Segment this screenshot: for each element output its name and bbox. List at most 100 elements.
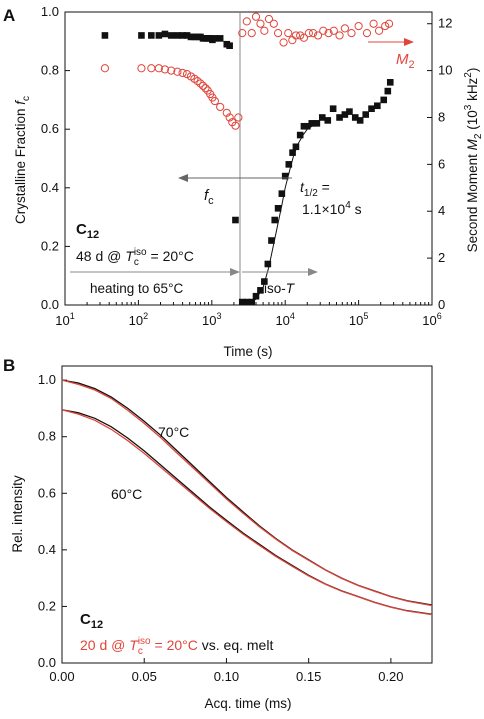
panel-a-chart: 101 102 103 104 105 106 0.00.20.40.60.81.0 02…	[13, 4, 484, 359]
fc-point	[289, 149, 296, 156]
fc-point	[329, 105, 337, 112]
fc-point	[285, 161, 293, 168]
m2-point	[216, 102, 225, 112]
fc-point	[278, 190, 286, 197]
fc-point	[252, 292, 260, 300]
panel-a-m2-series	[100, 12, 394, 130]
panel-b-y-ticks: 0.0 0.2 0.4 0.6 0.8 1.0	[38, 372, 67, 670]
m2-arrowhead	[404, 38, 414, 46]
fc-point	[243, 298, 251, 306]
m2-point	[362, 28, 372, 38]
a-y-left-tick-label: 0.6	[41, 121, 59, 136]
m2-point	[291, 31, 301, 40]
b-x-tick-label: 0.10	[214, 669, 239, 684]
fc-point	[232, 216, 239, 224]
a-y-right-tick-label: 12	[438, 16, 452, 31]
fc-point	[356, 117, 364, 124]
sample-a-label: C12	[76, 221, 99, 241]
a-y-left-tick-label: 1.0	[41, 4, 59, 19]
panel-a-x-ticks: 101 102 103 104 105 106	[55, 300, 442, 328]
m2-point	[304, 28, 313, 38]
fc-point	[324, 117, 332, 124]
m2-point	[374, 26, 384, 35]
m2-point	[222, 108, 231, 117]
b-x-tick-label: 0.20	[378, 669, 403, 684]
m2-point	[173, 67, 182, 76]
b-series-line	[61, 409, 433, 616]
m2-point	[242, 17, 251, 26]
fc-point	[336, 114, 343, 121]
fc-point	[101, 32, 109, 39]
fc-point	[341, 111, 349, 118]
panel-b-chart: 0.00 0.05 0.10 0.15 0.20 0.00.20.40.60.81.0 …	[10, 365, 433, 711]
fc-point	[261, 278, 268, 285]
m2-label: M2	[396, 51, 415, 71]
panel-a-x-label: Time (s)	[224, 344, 273, 359]
m2-point	[335, 31, 344, 40]
fc-point	[174, 32, 181, 39]
m2-point	[260, 26, 269, 35]
fc-point	[187, 33, 195, 41]
legend-b-label: 20 d @ Tciso = 20°C vs. eq. melt	[80, 636, 273, 657]
panel-b-label: B	[3, 356, 15, 375]
m2-point	[225, 113, 234, 122]
fc-point	[296, 131, 304, 139]
panel-a-left-y-label: Crystalline Fraction fc	[13, 96, 32, 224]
a-y-right-tick-label: 6	[438, 156, 445, 171]
isoT-arrowhead	[308, 268, 318, 276]
fc-point	[138, 32, 145, 39]
a-y-right-tick-label: 4	[438, 203, 445, 218]
m2-point	[193, 77, 202, 86]
panel-b-x-ticks: 0.00 0.05 0.10 0.15 0.20	[49, 658, 404, 684]
fc-point	[362, 111, 370, 118]
m2-point	[198, 81, 208, 90]
a-y-right-tick-label: 10	[438, 63, 452, 78]
fc-point	[303, 122, 311, 130]
m2-point	[381, 21, 390, 31]
fc-point	[281, 172, 289, 180]
m2-point	[147, 64, 156, 73]
m2-point	[256, 19, 265, 28]
m2-point	[273, 28, 283, 38]
a-x-tick-label: 103	[202, 311, 221, 328]
fc-arrowhead	[178, 174, 188, 182]
m2-point	[234, 113, 243, 122]
m2-point	[313, 31, 323, 40]
fc-point	[318, 114, 326, 121]
fc-point	[179, 32, 186, 39]
m2-point	[369, 19, 378, 28]
m2-point	[182, 70, 192, 79]
m2-point	[288, 36, 297, 45]
fc-point	[155, 32, 163, 39]
m2-point	[201, 84, 210, 93]
fc-point	[346, 108, 353, 115]
heating-arrowhead	[230, 268, 240, 276]
m2-point	[167, 66, 176, 75]
m2-point	[309, 28, 318, 38]
m2-point	[324, 28, 333, 38]
m2-point	[299, 33, 309, 42]
b-x-tick-label: 0.15	[296, 669, 321, 684]
fc-point	[211, 35, 219, 42]
heating-label: heating to 65°C	[90, 281, 183, 296]
fc-point	[386, 79, 394, 86]
fc-point	[380, 96, 388, 104]
a-y-left-tick-label: 0.8	[41, 63, 59, 78]
panel-a-fc-series	[101, 30, 394, 306]
fc-point	[257, 287, 264, 294]
m2-point	[264, 14, 274, 24]
b-y-tick-label: 0.0	[38, 655, 56, 670]
fc-label: fc	[204, 187, 214, 207]
a-y-right-tick-label: 8	[438, 109, 445, 124]
fc-point	[167, 32, 175, 39]
panel-b-x-label: Acq. time (ms)	[204, 696, 291, 711]
m2-point	[154, 64, 163, 73]
a-x-tick-label: 105	[349, 311, 368, 328]
panel-a-right-y-ticks: 0 2 4 6 8 10 12	[427, 16, 452, 312]
a-y-right-tick-label: 2	[438, 250, 445, 265]
m2-point	[354, 21, 363, 31]
m2-point	[196, 79, 205, 88]
m2-point	[160, 65, 170, 74]
sample-b-label: C12	[80, 611, 103, 631]
b-x-tick-label: 0.00	[49, 669, 74, 684]
